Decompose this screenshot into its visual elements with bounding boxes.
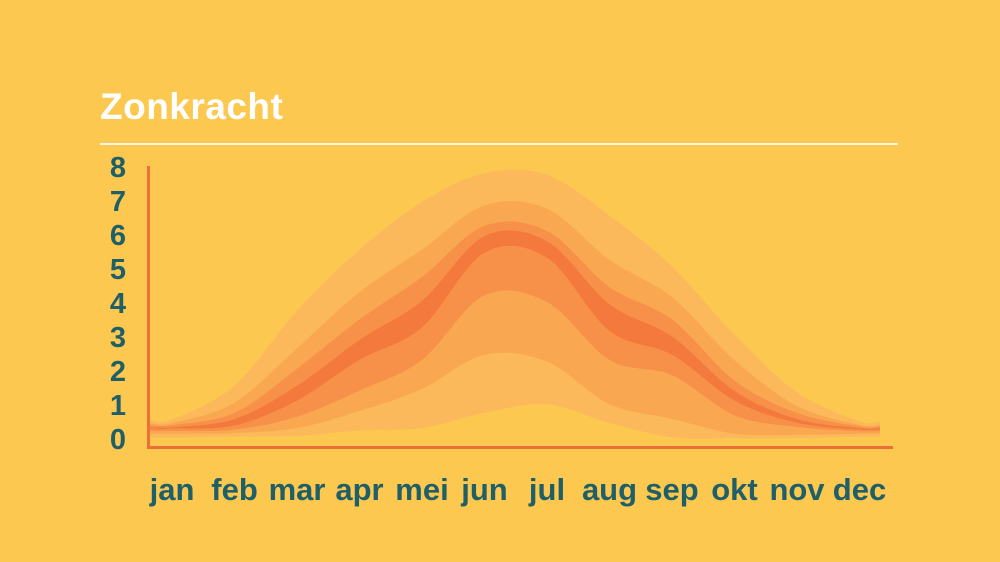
x-tick-apr: apr	[335, 472, 384, 507]
band-p45-p25	[150, 246, 880, 432]
x-tick-jun: jun	[461, 472, 508, 507]
y-tick-3: 3	[109, 322, 126, 354]
x-tick-aug: aug	[581, 472, 638, 507]
x-tick-mei: mei	[395, 472, 449, 507]
page-title: Zonkracht	[100, 86, 284, 127]
y-tick-1: 1	[109, 390, 126, 422]
x-tick-jan: jan	[149, 472, 195, 507]
y-tick-0: 0	[109, 424, 126, 456]
y-tick-6: 6	[109, 220, 126, 252]
x-tick-dec: dec	[832, 472, 887, 507]
y-tick-5: 5	[109, 254, 126, 286]
y-tick-8: 8	[109, 152, 126, 184]
band-p25-p10	[150, 290, 880, 436]
y-tick-4: 4	[109, 288, 126, 320]
band-max-p90	[150, 169, 880, 427]
x-tick-sep: sep	[645, 472, 699, 507]
x-tick-jul: jul	[528, 472, 566, 507]
y-tick-2: 2	[109, 356, 126, 388]
title-underline	[100, 143, 898, 145]
y-tick-7: 7	[109, 186, 126, 218]
x-tick-okt: okt	[711, 472, 758, 507]
x-tick-feb: feb	[211, 472, 258, 507]
band-p10-min	[150, 352, 880, 439]
axis-lines	[147, 166, 893, 449]
x-tick-nov: nov	[769, 472, 825, 507]
x-tick-mar: mar	[268, 472, 326, 507]
